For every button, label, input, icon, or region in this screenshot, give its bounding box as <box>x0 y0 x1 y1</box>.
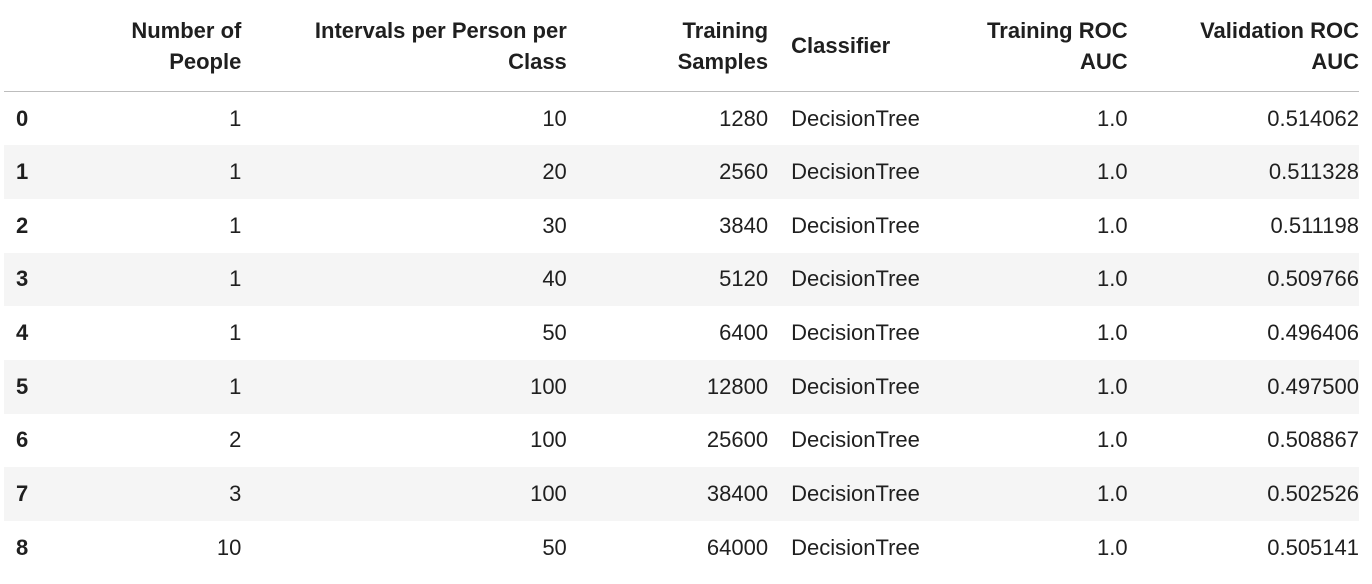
cell-classifier: DecisionTree <box>791 427 920 453</box>
cell-training-roc-auc: 1.0 <box>1097 373 1128 399</box>
table-row: 8 10 50 64000 DecisionTree 1.0 0.505141 <box>4 521 1359 575</box>
cell-number-of-people: 3 <box>229 481 242 507</box>
cell-number-of-people: 10 <box>216 534 242 560</box>
cell-classifier: DecisionTree <box>791 320 920 346</box>
cell-number-of-people: 1 <box>229 212 242 238</box>
column-header-label: Intervals per Person per Class <box>314 17 567 74</box>
cell-training-samples: 64000 <box>706 534 769 560</box>
cell-intervals: 100 <box>530 481 567 507</box>
cell-number-of-people: 2 <box>229 427 242 453</box>
cell-training-samples: 5120 <box>719 266 769 292</box>
cell-training-roc-auc: 1.0 <box>1097 320 1128 346</box>
cell-classifier: DecisionTree <box>791 534 920 560</box>
column-header-label: Training ROC AUC <box>987 17 1128 74</box>
cell-number-of-people: 1 <box>229 320 242 346</box>
cell-validation-roc-auc: 0.497500 <box>1267 373 1359 399</box>
row-index: 0 <box>16 105 29 131</box>
cell-intervals: 100 <box>530 427 567 453</box>
cell-training-roc-auc: 1.0 <box>1097 266 1128 292</box>
header-row: Number of People Intervals per Person pe… <box>4 0 1359 92</box>
cell-classifier: DecisionTree <box>791 266 920 292</box>
cell-training-roc-auc: 1.0 <box>1097 105 1128 131</box>
row-index: 2 <box>16 212 29 238</box>
cell-training-roc-auc: 1.0 <box>1097 427 1128 453</box>
cell-classifier: DecisionTree <box>791 212 920 238</box>
row-index: 6 <box>16 427 29 453</box>
cell-training-roc-auc: 1.0 <box>1097 159 1128 185</box>
column-header-classifier: Classifier <box>768 0 914 92</box>
cell-training-roc-auc: 1.0 <box>1097 481 1128 507</box>
table-row: 3 1 40 5120 DecisionTree 1.0 0.509766 <box>4 252 1359 307</box>
table-row: 0 1 10 1280 DecisionTree 1.0 0.514062 <box>4 92 1359 146</box>
cell-intervals: 50 <box>542 534 567 560</box>
table-row: 4 1 50 6400 DecisionTree 1.0 0.496406 <box>4 306 1359 360</box>
cell-number-of-people: 1 <box>229 105 242 131</box>
cell-validation-roc-auc: 0.514062 <box>1267 105 1359 131</box>
cell-validation-roc-auc: 0.509766 <box>1267 266 1359 292</box>
cell-classifier: DecisionTree <box>791 481 920 507</box>
cell-classifier: DecisionTree <box>791 373 920 399</box>
cell-training-samples: 38400 <box>706 481 769 507</box>
cell-validation-roc-auc: 0.505141 <box>1267 534 1359 560</box>
table-row: 6 2 100 25600 DecisionTree 1.0 0.508867 <box>4 414 1359 468</box>
cell-training-samples: 1280 <box>719 105 769 131</box>
cell-training-roc-auc: 1.0 <box>1097 212 1128 238</box>
column-header-training-roc-auc: Training ROC AUC <box>913 0 1128 92</box>
index-header <box>4 0 85 92</box>
cell-intervals: 100 <box>530 373 567 399</box>
table-body: 0 1 10 1280 DecisionTree 1.0 0.514062 1 1 20 2560 D… <box>4 92 1359 575</box>
column-header-label: Number of People <box>131 17 242 74</box>
cell-training-roc-auc: 1.0 <box>1097 534 1128 560</box>
column-header-training-samples: Training Samples <box>566 0 769 92</box>
cell-intervals: 40 <box>542 266 567 292</box>
table-header: Number of People Intervals per Person pe… <box>4 0 1359 92</box>
cell-training-samples: 3840 <box>719 212 769 238</box>
cell-number-of-people: 1 <box>229 266 242 292</box>
column-header-label: Classifier <box>791 33 891 58</box>
cell-validation-roc-auc: 0.511198 <box>1270 212 1360 238</box>
cell-intervals: 30 <box>542 212 567 238</box>
row-index: 7 <box>16 481 29 507</box>
cell-number-of-people: 1 <box>229 373 242 399</box>
cell-training-samples: 25600 <box>706 427 769 453</box>
table-row: 1 1 20 2560 DecisionTree 1.0 0.511328 <box>4 145 1359 199</box>
row-index: 1 <box>16 159 29 185</box>
cell-number-of-people: 1 <box>229 159 242 185</box>
cell-training-samples: 6400 <box>719 320 769 346</box>
results-table: Number of People Intervals per Person pe… <box>4 0 1359 575</box>
table-row: 5 1 100 12800 DecisionTree 1.0 0.497500 <box>4 359 1359 414</box>
cell-validation-roc-auc: 0.496406 <box>1267 320 1359 346</box>
cell-intervals: 10 <box>542 105 567 131</box>
cell-training-samples: 12800 <box>706 373 769 399</box>
column-header-label: Training Samples <box>677 17 769 74</box>
column-header-label: Validation ROC AUC <box>1200 17 1359 74</box>
cell-classifier: DecisionTree <box>791 105 920 131</box>
row-index: 4 <box>16 320 29 346</box>
column-header-intervals: Intervals per Person per Class <box>241 0 567 92</box>
cell-validation-roc-auc: 0.511328 <box>1268 159 1359 185</box>
row-index: 3 <box>16 266 29 292</box>
cell-classifier: DecisionTree <box>791 159 920 185</box>
table-row: 7 3 100 38400 DecisionTree 1.0 0.502526 <box>4 467 1359 521</box>
column-header-number-of-people: Number of People <box>84 0 242 92</box>
cell-training-samples: 2560 <box>719 159 769 185</box>
cell-intervals: 20 <box>542 159 567 185</box>
row-index: 5 <box>16 373 29 399</box>
cell-validation-roc-auc: 0.502526 <box>1267 481 1359 507</box>
column-header-validation-roc-auc: Validation ROC AUC <box>1127 0 1359 92</box>
cell-validation-roc-auc: 0.508867 <box>1267 427 1359 453</box>
cell-intervals: 50 <box>542 320 567 346</box>
row-index: 8 <box>16 534 29 560</box>
table-row: 2 1 30 3840 DecisionTree 1.0 0.511198 <box>4 199 1359 253</box>
